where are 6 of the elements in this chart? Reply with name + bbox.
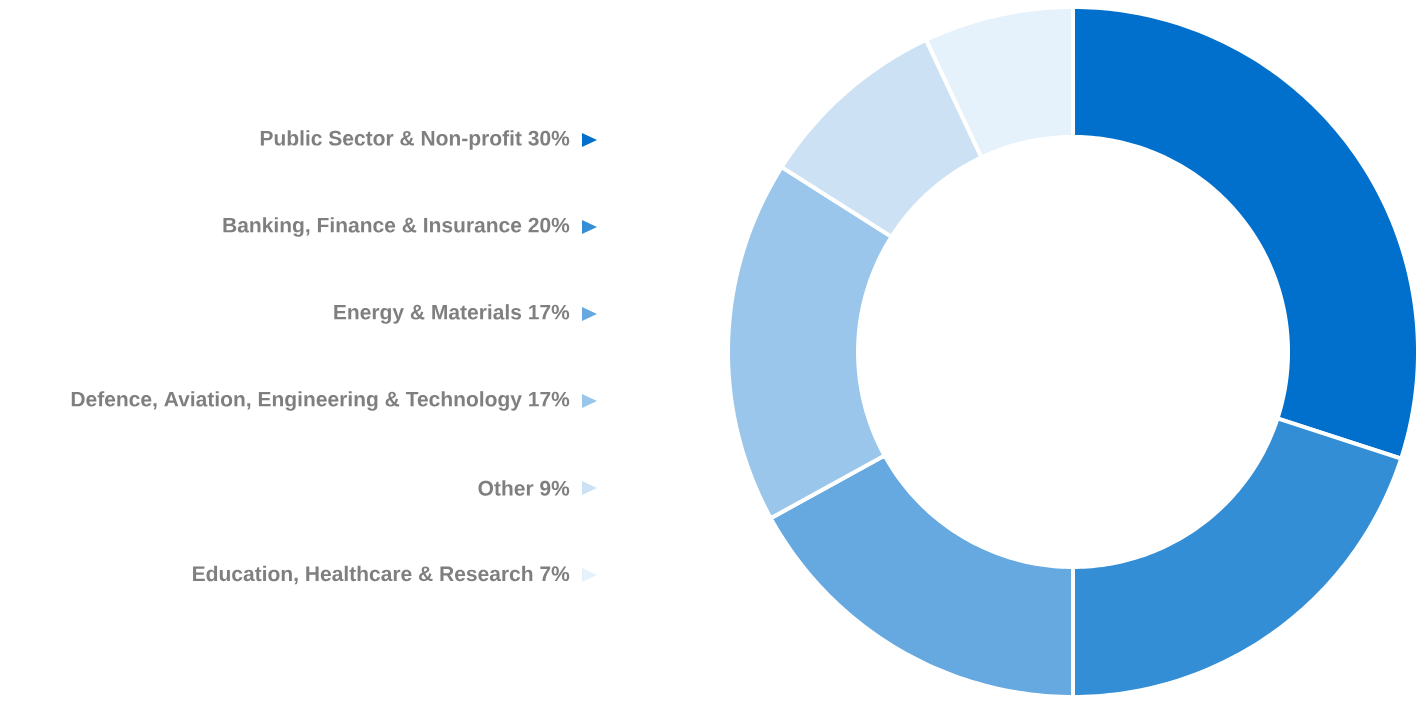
legend-label: Education, Healthcare & Research 7% xyxy=(193,565,570,585)
legend-label: Defence, Aviation, Engineering & Technology 17% xyxy=(71,391,570,411)
legend-label: Energy & Materials 17% xyxy=(334,304,570,324)
legend-label: Other 9% xyxy=(478,480,570,496)
legend-label: Public Sector & Non-profit 30% xyxy=(260,130,570,150)
legend-label: Banking, Finance & Insurance 20% xyxy=(223,217,570,237)
